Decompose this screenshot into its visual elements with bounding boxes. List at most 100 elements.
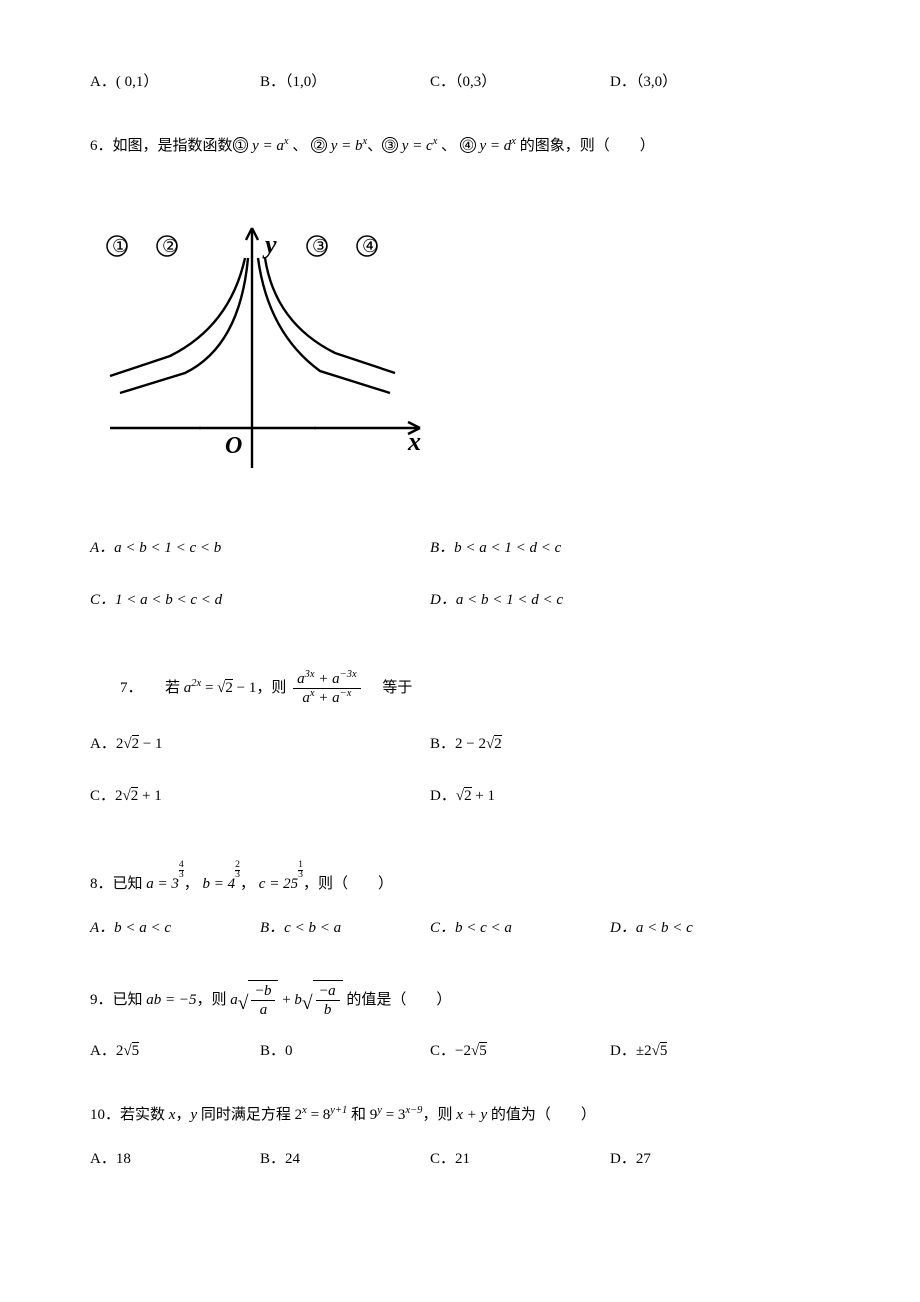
q7-suffix: 等于: [367, 680, 412, 696]
q6-fn1: y = ax: [252, 138, 288, 154]
q6-options: A．a < b < 1 < c < b B．b < a < 1 < d < c …: [90, 536, 830, 640]
q6-fn3: y = cx: [402, 138, 438, 154]
curve4: [265, 258, 395, 373]
q10-m1: 同时满足方程: [197, 1107, 295, 1123]
q8-options: A．b < a < c B．c < b < a C．b < c < a D．a …: [90, 916, 830, 940]
q9c-sq: 5: [479, 1042, 487, 1059]
q9d-sq: 5: [660, 1042, 668, 1059]
q9c-pre: C．−2: [430, 1043, 471, 1059]
q10-m2: ，则: [422, 1107, 456, 1123]
q8-c: c = 25: [259, 876, 298, 892]
q10-e2eq: = 3: [382, 1107, 405, 1123]
q8-pre: 8．已知: [90, 876, 143, 892]
q6-c2: ②: [311, 137, 327, 153]
q7-den-e2: −x: [340, 688, 352, 699]
curve1: [110, 258, 245, 376]
q7b-pre: B．2 − 2: [430, 736, 486, 752]
q9-stem: 9．已知 ab = −5，则 a√−ba + b√−ab 的值是（ ）: [90, 980, 830, 1019]
q9-b: b: [294, 992, 302, 1008]
q9-sqrt1: −ba: [248, 980, 278, 1019]
q8-a: a = 3: [146, 876, 179, 892]
q8-b-exp: 23: [235, 861, 240, 880]
fig-x: x: [407, 427, 421, 456]
q7-2x: 2x: [191, 678, 201, 689]
q6-stem: 6．如图，是指数函数① y = ax 、 ② y = bx、③ y = cx 、…: [90, 134, 830, 158]
fig-c2: ②: [162, 236, 178, 256]
q7-opt-b: B．2 − 2√2: [430, 732, 770, 756]
q9s1neg: −: [255, 983, 263, 999]
q10-pre: 10．若实数: [90, 1107, 169, 1123]
q9-plus: +: [278, 992, 294, 1008]
q5-opt-c: C．（0,3）: [430, 70, 610, 94]
q7-num-e2: −3x: [340, 669, 357, 680]
q8-opt-d: D．a < b < c: [610, 916, 750, 940]
q10-e2re: x−9: [405, 1105, 422, 1116]
q7a-sq: 2: [132, 735, 140, 752]
q8-cd: 3: [298, 871, 303, 880]
q8-bd: 3: [235, 871, 240, 880]
q8-stem: 8．已知 a = 343， b = 423， c = 2513，则（ ）: [90, 866, 830, 896]
q10-xy: x + y: [456, 1107, 487, 1123]
q7-num-e1: 3x: [305, 669, 315, 680]
q8-b: b = 4: [203, 876, 236, 892]
q7-stem: 7． 若 a2x = √2 − 1，则 a3x + a−3x ax + a−x …: [120, 670, 830, 707]
q8-a-exp: 43: [179, 861, 184, 880]
q10: 10．若实数 x，y 同时满足方程 2x = 8y+1 和 9y = 3x−9，…: [90, 1103, 830, 1171]
q7c-post: + 1: [138, 788, 161, 804]
q6-suffix: 的图象，则（ ）: [520, 138, 655, 154]
q9a-sq: 5: [132, 1042, 140, 1059]
q6-prefix: 6．如图，是指数函数: [90, 138, 233, 154]
q6-c3: ③: [382, 137, 398, 153]
q7-minus1: − 1: [233, 680, 256, 696]
q7-den-a1: a: [302, 690, 310, 706]
q6-fn2: y = bx: [331, 138, 367, 154]
q9-opt-b: B．0: [260, 1039, 430, 1063]
q9-sqrt2: −ab: [313, 980, 343, 1019]
q7-sqrt2: 2: [225, 679, 233, 696]
q7b-sq: 2: [494, 735, 502, 752]
q7-opt-c: C．2√2 + 1: [90, 784, 430, 808]
q5-options: A．( 0,1） B．（1,0） C．（0,3） D．（3,0）: [90, 70, 830, 94]
q7-prefix: 7． 若: [120, 680, 184, 696]
q9-a: a: [230, 992, 238, 1008]
q9-pre: 9．已知: [90, 992, 143, 1008]
curve3: [258, 258, 390, 393]
q9-mid: ，则: [197, 992, 231, 1008]
q8-ad: 3: [179, 871, 184, 880]
q6-svg: ① ② ③ ④ y x O: [90, 178, 440, 478]
q6-opt-d: D．a < b < 1 < d < c: [430, 588, 770, 612]
q7-num-a1: a: [297, 671, 305, 687]
q8-opt-b: B．c < b < a: [260, 916, 430, 940]
q9-opt-c: C．−2√5: [430, 1039, 610, 1063]
q7d-post: + 1: [472, 788, 495, 804]
q7-opt-d: D．√2 + 1: [430, 784, 770, 808]
q7c-pre: C．2: [90, 788, 123, 804]
fig-c4: ④: [362, 236, 378, 256]
q7-mid: ，则: [256, 680, 286, 696]
q9s2d: b: [316, 1001, 340, 1019]
q10-opt-d: D．27: [610, 1147, 750, 1171]
q5-opt-a: A．( 0,1）: [90, 70, 260, 94]
q7a-post: − 1: [139, 736, 162, 752]
q8-post: ，则（ ）: [303, 876, 393, 892]
q6-fn4: y = dx: [480, 138, 516, 154]
q7-opt-a: A．2√2 − 1: [90, 732, 430, 756]
q7a-pre: A．2: [90, 736, 123, 752]
q9s2neg: −: [320, 983, 328, 999]
q10-e1eq: = 8: [307, 1107, 330, 1123]
q8-opt-c: C．b < c < a: [430, 916, 610, 940]
q6-opt-a: A．a < b < 1 < c < b: [90, 536, 430, 560]
q10-opt-a: A．18: [90, 1147, 260, 1171]
q10-stem: 10．若实数 x，y 同时满足方程 2x = 8y+1 和 9y = 3x−9，…: [90, 1103, 830, 1127]
q9s2n: a: [328, 983, 336, 999]
q6: 6．如图，是指数函数① y = ax 、 ② y = bx、③ y = cx 、…: [90, 134, 830, 640]
q8-opt-a: A．b < a < c: [90, 916, 260, 940]
q9-options: A．2√5 B．0 C．−2√5 D．±2√5: [90, 1039, 830, 1063]
fig-c3: ③: [312, 236, 328, 256]
q6-opt-b: B．b < a < 1 < d < c: [430, 536, 770, 560]
q5-opt-b: B．（1,0）: [260, 70, 430, 94]
q8: 8．已知 a = 343， b = 423， c = 2513，则（ ） A．b…: [90, 866, 830, 940]
q8-c-exp: 13: [298, 861, 303, 880]
q9-opt-d: D．±2√5: [610, 1039, 750, 1063]
fig-y: y: [262, 230, 277, 259]
